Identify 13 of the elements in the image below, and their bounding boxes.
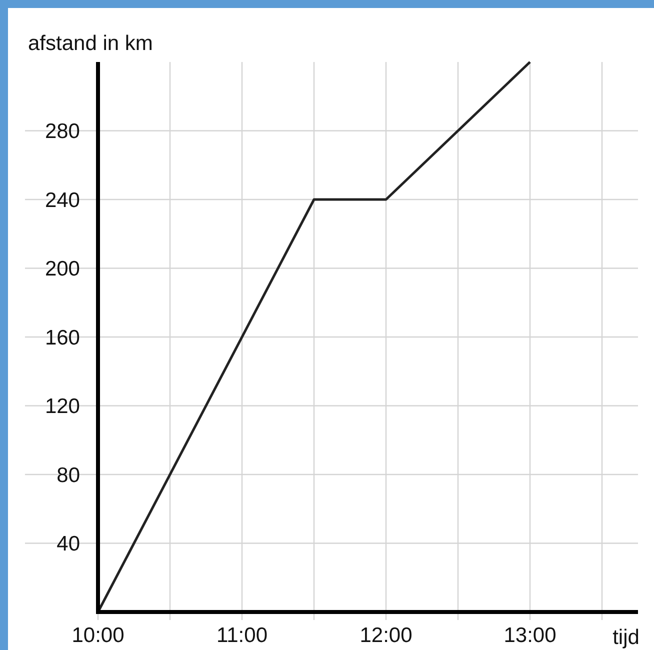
y-tick-label: 160 (44, 326, 80, 350)
x-axis-title: tijd (612, 626, 640, 649)
y-tick-label: 240 (44, 188, 80, 212)
x-tick-label: 13:00 (504, 624, 556, 647)
y-tick-label: 40 (56, 532, 80, 556)
x-tick-label: 11:00 (216, 624, 268, 647)
y-axis-title: afstand in km (28, 32, 153, 55)
y-tick-label: 200 (44, 258, 80, 281)
x-tick-label: 10:00 (72, 624, 124, 647)
x-tick-label: 12:00 (360, 624, 412, 647)
y-tick-label: 120 (44, 395, 80, 418)
y-tick-label: 280 (44, 120, 80, 144)
y-tick-label: 80 (56, 464, 80, 487)
